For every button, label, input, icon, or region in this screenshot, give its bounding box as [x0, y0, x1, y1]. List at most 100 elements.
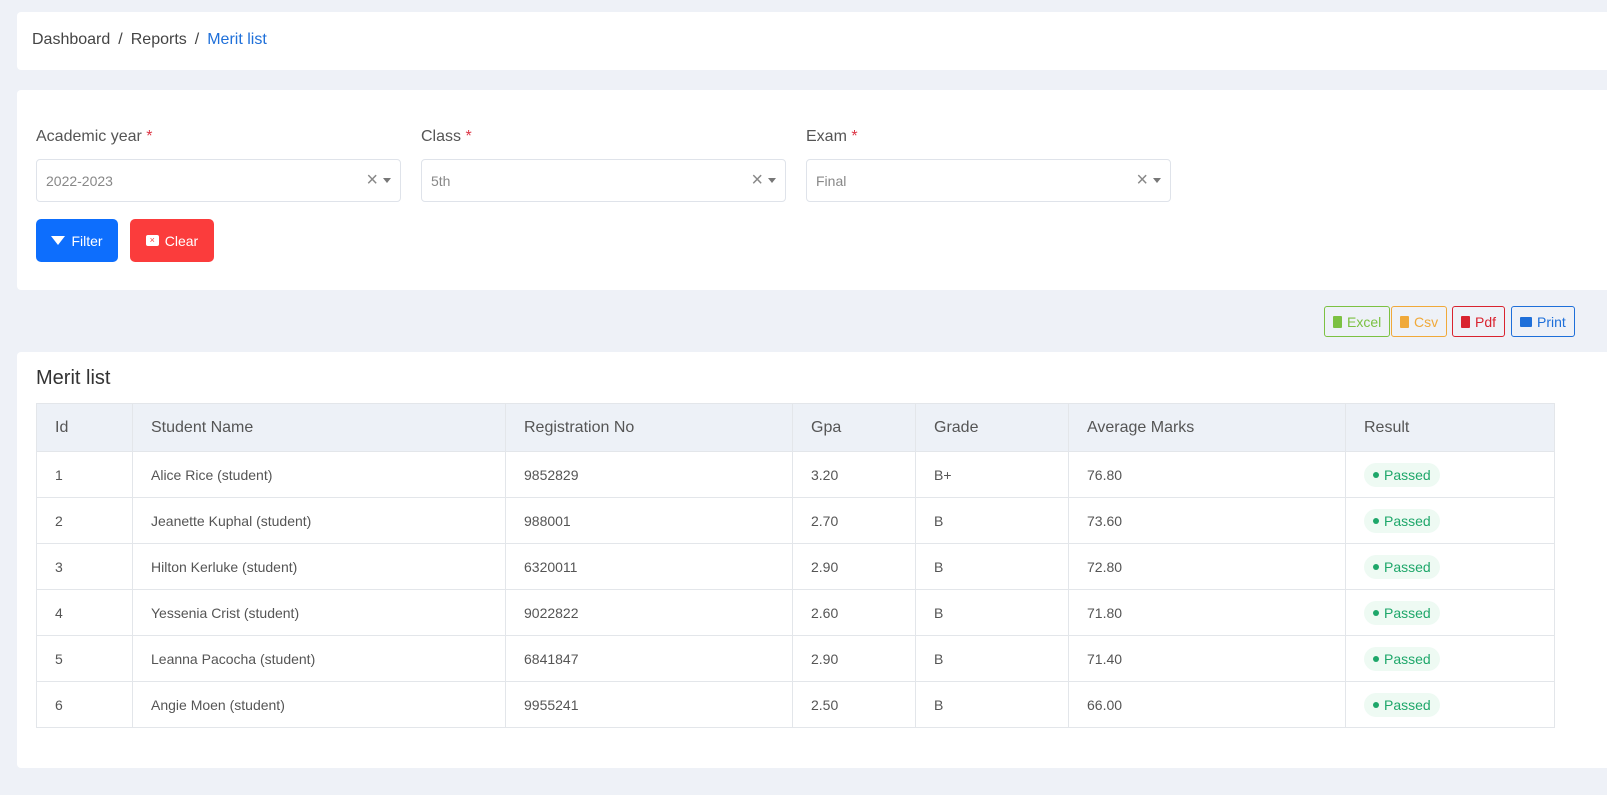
- table-cell: 73.60: [1068, 497, 1346, 544]
- status-text: Passed: [1384, 696, 1431, 713]
- column-header[interactable]: Gpa: [792, 403, 916, 452]
- status-badge: Passed: [1364, 600, 1440, 625]
- table-cell: Passed: [1345, 589, 1555, 636]
- filter-card: Academic year * 2022-2023 × Class * 5th × …: [17, 90, 1607, 290]
- table-row: 6 Angie Moen (student) 9955241 2.50 B 66.00 Pa…: [36, 681, 1555, 728]
- table-cell: B: [915, 543, 1069, 590]
- exam-label: Exam *: [806, 128, 858, 145]
- table-cell: 2.60: [792, 589, 916, 636]
- table-cell: Passed: [1345, 497, 1555, 544]
- dot-icon: [1373, 563, 1379, 570]
- status-badge: Passed: [1364, 692, 1440, 717]
- clear-icon[interactable]: ×: [366, 169, 378, 191]
- dot-icon: [1373, 655, 1379, 662]
- exam-select[interactable]: Final ×: [806, 159, 1171, 202]
- table-cell: B: [915, 635, 1069, 682]
- column-header[interactable]: Student Name: [132, 403, 506, 452]
- academic-year-select[interactable]: 2022-2023 ×: [36, 159, 401, 202]
- table-cell: 9955241: [505, 681, 793, 728]
- clear-button[interactable]: × Clear: [130, 219, 214, 262]
- filter-button[interactable]: Filter: [36, 219, 118, 262]
- table-cell: 4: [36, 589, 133, 636]
- csv-button[interactable]: Csv: [1391, 306, 1448, 337]
- table-row: 5 Leanna Pacocha (student) 6841847 2.90 B 71.…: [36, 635, 1555, 682]
- column-header[interactable]: Average Marks: [1068, 403, 1346, 452]
- dot-icon: [1373, 609, 1379, 616]
- class-select[interactable]: 5th ×: [421, 159, 786, 202]
- breadcrumb-reports[interactable]: Reports: [130, 31, 187, 48]
- status-text: Passed: [1384, 466, 1431, 483]
- table-cell: 6: [36, 681, 133, 728]
- table-cell: 2.50: [792, 681, 916, 728]
- table-cell: B: [915, 681, 1069, 728]
- print-button[interactable]: Print: [1511, 306, 1575, 337]
- status-badge: Passed: [1364, 554, 1440, 579]
- merit-list-card: Merit list Id Student Name Registration No…: [17, 352, 1607, 768]
- table-cell: 2.90: [792, 635, 916, 682]
- csv-file-icon: [1400, 315, 1409, 328]
- pdf-button[interactable]: Pdf: [1452, 306, 1506, 337]
- status-badge: Passed: [1364, 508, 1440, 533]
- table-cell: 72.80: [1068, 543, 1346, 590]
- table-cell: 76.80: [1068, 451, 1346, 498]
- status-badge: Passed: [1364, 646, 1440, 671]
- table-cell: 9022822: [505, 589, 793, 636]
- table-cell: Jeanette Kuphal (student): [132, 497, 506, 544]
- table-cell: 6320011: [505, 543, 793, 590]
- chevron-down-icon: [383, 178, 391, 183]
- table-cell: B+: [915, 451, 1069, 498]
- class-field: Class * 5th ×: [421, 128, 786, 202]
- table-cell: Passed: [1345, 635, 1555, 682]
- table-cell: 988001: [505, 497, 793, 544]
- table-cell: Leanna Pacocha (student): [132, 635, 506, 682]
- table-cell: Hilton Kerluke (student): [132, 543, 506, 590]
- table-row: 2 Jeanette Kuphal (student) 988001 2.70 B 73.…: [36, 497, 1555, 544]
- excel-file-icon: [1333, 315, 1342, 328]
- table-cell: 6841847: [505, 635, 793, 682]
- status-text: Passed: [1384, 650, 1431, 667]
- status-text: Passed: [1384, 558, 1431, 575]
- table-cell: 71.80: [1068, 589, 1346, 636]
- breadcrumb-dashboard[interactable]: Dashboard: [32, 31, 111, 48]
- table-row: 1 Alice Rice (student) 9852829 3.20 B+ 76.80 P…: [36, 451, 1555, 498]
- table-cell: Angie Moen (student): [132, 681, 506, 728]
- breadcrumb-current: Merit list: [207, 31, 267, 48]
- column-header[interactable]: Grade: [915, 403, 1069, 452]
- clear-icon[interactable]: ×: [751, 169, 763, 191]
- table-cell: 2.70: [792, 497, 916, 544]
- close-square-icon: ×: [145, 235, 159, 246]
- status-badge: Passed: [1364, 462, 1440, 487]
- dot-icon: [1373, 517, 1379, 524]
- exam-field: Exam * Final ×: [806, 128, 1171, 202]
- merit-list-title: Merit list: [36, 367, 111, 389]
- funnel-icon: [51, 236, 66, 245]
- class-label: Class *: [421, 128, 472, 145]
- table-row: 4 Yessenia Crist (student) 9022822 2.60 B 71.…: [36, 589, 1555, 636]
- table-cell: 2.90: [792, 543, 916, 590]
- table-cell: Passed: [1345, 543, 1555, 590]
- table-cell: B: [915, 589, 1069, 636]
- status-text: Passed: [1384, 512, 1431, 529]
- table-cell: 2: [36, 497, 133, 544]
- table-cell: Passed: [1345, 451, 1555, 498]
- table-cell: 3.20: [792, 451, 916, 498]
- academic-year-field: Academic year * 2022-2023 ×: [36, 128, 401, 202]
- dot-icon: [1373, 471, 1379, 478]
- column-header[interactable]: Result: [1345, 403, 1555, 452]
- academic-year-label: Academic year *: [36, 128, 153, 145]
- table-cell: Alice Rice (student): [132, 451, 506, 498]
- column-header[interactable]: Registration No: [505, 403, 793, 452]
- table-cell: 5: [36, 635, 133, 682]
- chevron-down-icon: [1153, 178, 1161, 183]
- merit-table: Id Student Name Registration No Gpa Grade Ave…: [36, 403, 1555, 728]
- excel-button[interactable]: Excel: [1324, 306, 1391, 337]
- status-text: Passed: [1384, 604, 1431, 621]
- table-cell: Yessenia Crist (student): [132, 589, 506, 636]
- table-row: 3 Hilton Kerluke (student) 6320011 2.90 B 72.…: [36, 543, 1555, 590]
- table-cell: 1: [36, 451, 133, 498]
- table-cell: 9852829: [505, 451, 793, 498]
- clear-icon[interactable]: ×: [1136, 169, 1148, 191]
- breadcrumb: Dashboard / Reports / Merit list: [17, 12, 1607, 70]
- table-cell: Passed: [1345, 681, 1555, 728]
- column-header[interactable]: Id: [36, 403, 133, 452]
